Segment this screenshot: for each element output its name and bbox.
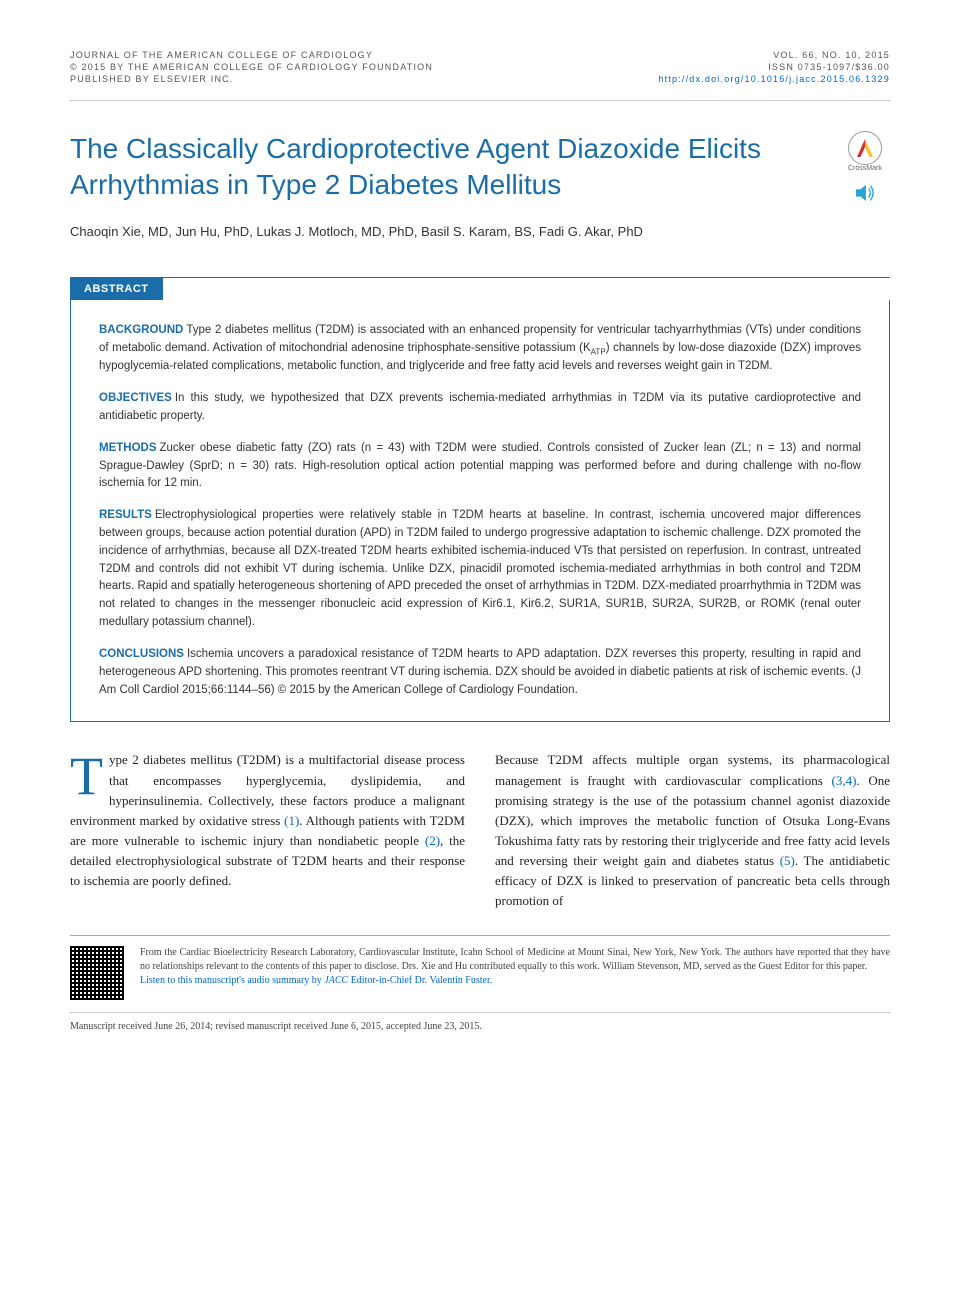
footer-section: From the Cardiac Bioelectricity Research… [70, 935, 890, 1000]
issn-info: ISSN 0735-1097/$36.00 [658, 62, 890, 72]
article-title: The Classically Cardioprotective Agent D… [70, 131, 820, 204]
abstract-conclusions: CONCLUSIONSIschemia uncovers a paradoxic… [99, 646, 861, 699]
publisher-line: PUBLISHED BY ELSEVIER INC. [70, 74, 433, 84]
volume-info: VOL. 66, NO. 10, 2015 [658, 50, 890, 60]
audio-icon[interactable] [854, 184, 876, 202]
body-column-left: Type 2 diabetes mellitus (T2DM) is a mul… [70, 750, 465, 911]
abstract-conclusions-label: CONCLUSIONS [99, 648, 184, 660]
abstract-background: BACKGROUNDType 2 diabetes mellitus (T2DM… [99, 322, 861, 376]
header-right: VOL. 66, NO. 10, 2015 ISSN 0735-1097/$36… [658, 50, 890, 86]
copyright-line: © 2015 BY THE AMERICAN COLLEGE OF CARDIO… [70, 62, 433, 72]
abstract-heading: ABSTRACT [70, 278, 163, 300]
crossmark-icon [848, 131, 882, 165]
manuscript-dates: Manuscript received June 26, 2014; revis… [70, 1012, 890, 1032]
audio-link-text: Listen to this manuscript's audio summar… [140, 975, 492, 986]
abstract-background-text: Type 2 diabetes mellitus (T2DM) is assoc… [99, 324, 861, 373]
abstract-objectives-text: In this study, we hypothesized that DZX … [99, 392, 861, 422]
crossmark-label: CrossMark [848, 165, 882, 172]
abstract-background-label: BACKGROUND [99, 324, 183, 336]
body-column-right: Because T2DM affects multiple organ syst… [495, 750, 890, 911]
footer-text: From the Cardiac Bioelectricity Research… [140, 946, 890, 1000]
abstract-results-label: RESULTS [99, 509, 152, 521]
title-section: The Classically Cardioprotective Agent D… [70, 131, 890, 204]
abstract-results-text: Electrophysiological properties were rel… [99, 509, 861, 628]
journal-name: JOURNAL OF THE AMERICAN COLLEGE OF CARDI… [70, 50, 433, 60]
abstract-objectives: OBJECTIVESIn this study, we hypothesized… [99, 390, 861, 426]
body-columns: Type 2 diabetes mellitus (T2DM) is a mul… [70, 750, 890, 911]
title-icon-column: CrossMark [840, 131, 890, 202]
abstract-section: ABSTRACT BACKGROUNDType 2 diabetes melli… [70, 277, 890, 723]
header-left: JOURNAL OF THE AMERICAN COLLEGE OF CARDI… [70, 50, 433, 86]
citation-3-4[interactable]: (3,4) [831, 773, 856, 788]
abstract-results: RESULTSElectrophysiological properties w… [99, 507, 861, 632]
dropcap: T [70, 750, 109, 800]
author-list: Chaoqin Xie, MD, Jun Hu, PhD, Lukas J. M… [70, 224, 890, 257]
abstract-methods: METHODSZucker obese diabetic fatty (ZO) … [99, 440, 861, 493]
abstract-methods-text: Zucker obese diabetic fatty (ZO) rats (n… [99, 442, 861, 490]
abstract-methods-label: METHODS [99, 442, 157, 454]
qr-code-icon[interactable] [70, 946, 124, 1000]
audio-summary-link[interactable]: Listen to this manuscript's audio summar… [140, 975, 492, 986]
citation-5[interactable]: (5) [780, 853, 795, 868]
crossmark-badge[interactable]: CrossMark [848, 131, 882, 172]
abstract-rule [70, 277, 890, 278]
citation-1[interactable]: (1) [284, 813, 299, 828]
doi-link[interactable]: http://dx.doi.org/10.1016/j.jacc.2015.06… [658, 74, 890, 84]
citation-2[interactable]: (2) [425, 833, 440, 848]
affiliation-text: From the Cardiac Bioelectricity Research… [140, 947, 890, 972]
abstract-conclusions-text: Ischemia uncovers a paradoxical resistan… [99, 648, 861, 696]
abstract-objectives-label: OBJECTIVES [99, 392, 172, 404]
page-header: JOURNAL OF THE AMERICAN COLLEGE OF CARDI… [70, 50, 890, 101]
abstract-body: BACKGROUNDType 2 diabetes mellitus (T2DM… [70, 300, 890, 723]
